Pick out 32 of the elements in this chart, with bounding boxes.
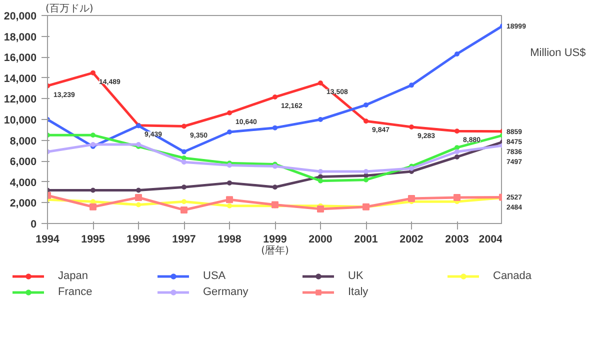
y-axis-title: (百万ドル)	[46, 4, 94, 14]
x-tick-label: 1995	[81, 234, 105, 246]
y-tick-label: 6,000	[10, 156, 37, 168]
legend-label: USA	[203, 270, 227, 282]
y-tick-label: 4,000	[10, 176, 37, 189]
legend-label: France	[58, 286, 94, 298]
x-axis-title: (暦年)	[261, 244, 289, 256]
x-tick-label: 2000	[308, 234, 332, 246]
x-tick-label: 1998	[218, 234, 242, 246]
legend-label: Canada	[493, 270, 533, 282]
legend-label: Italy	[348, 286, 370, 298]
x-tick-label: 2003	[445, 234, 469, 246]
legend-label: Germany	[203, 286, 250, 298]
x-tick-label: 1996	[126, 234, 150, 246]
y-tick-label: 8,000	[10, 135, 37, 148]
y-tick-label: 16,000	[4, 52, 37, 64]
y-tick-label: 20,000	[4, 10, 37, 22]
y-tick-label: 14,000	[4, 72, 37, 85]
y-tick-label: 2,000	[10, 198, 37, 210]
x-tick-label: 1997	[172, 234, 196, 246]
text: Million US$	[530, 46, 586, 59]
y-tick-label: 18,000	[4, 31, 37, 44]
legend-label: UK	[348, 270, 364, 282]
y-tick-label: 12,000	[4, 94, 37, 106]
x-tick-label: 2002	[400, 234, 424, 246]
y-tick-label: 0	[30, 218, 37, 230]
x-tick-label: 1999	[263, 234, 287, 246]
legend-label: Japan	[58, 270, 89, 282]
x-tick-label: 2001	[354, 234, 378, 246]
y-tick-label: 10,000	[4, 114, 37, 126]
x-tick-label: 1994	[36, 234, 60, 246]
x-tick-label: 2004	[478, 234, 503, 246]
